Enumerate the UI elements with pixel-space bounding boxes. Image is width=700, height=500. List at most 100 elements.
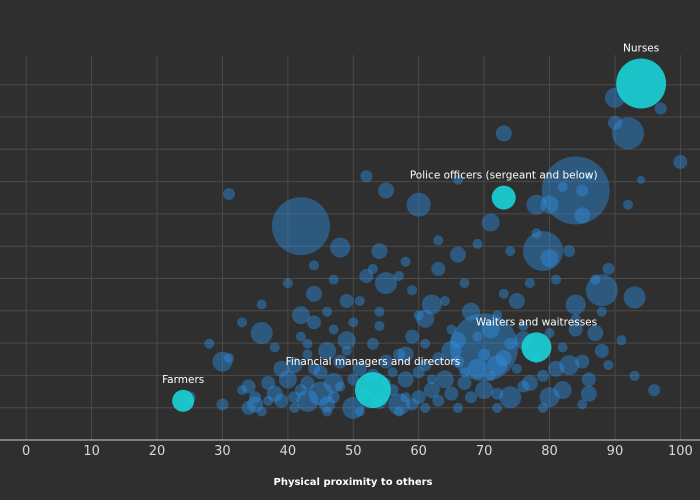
data-point: [495, 125, 512, 142]
data-point: [352, 361, 367, 376]
x-tick-label: 100: [668, 444, 693, 459]
x-tick-label: 20: [149, 444, 166, 459]
data-point: [629, 370, 640, 381]
data-point: [412, 366, 425, 379]
data-point: [563, 245, 576, 258]
data-point: [568, 322, 583, 337]
data-point: [256, 406, 267, 417]
data-point: [452, 174, 463, 185]
data-point: [475, 381, 494, 400]
grid-lines: [0, 55, 700, 441]
data-point: [548, 360, 565, 377]
data-point: [348, 317, 359, 328]
data-point: [319, 396, 336, 413]
data-point: [411, 390, 426, 405]
data-point: [387, 367, 398, 378]
data-point: [394, 271, 405, 282]
data-point: [457, 375, 472, 390]
data-point: [431, 261, 446, 276]
data-point: [282, 278, 293, 289]
data-point: [274, 393, 289, 408]
data-point: [673, 154, 688, 169]
data-point: [511, 363, 522, 374]
data-point: [328, 324, 339, 335]
highlighted-points: Nurses Police officers (sergeant and belo…: [162, 43, 667, 412]
data-point: [347, 373, 360, 386]
data-point: [575, 354, 590, 369]
data-point: [322, 406, 333, 417]
highlight-point: [616, 58, 667, 109]
x-tick-label: 50: [345, 444, 362, 459]
data-point: [612, 117, 645, 150]
data-point: [309, 260, 320, 271]
data-point: [354, 295, 365, 306]
data-point: [377, 182, 394, 199]
data-point: [544, 328, 555, 339]
data-point: [388, 393, 411, 416]
data-point: [367, 263, 378, 274]
data-point: [413, 310, 424, 321]
data-point: [421, 294, 442, 315]
data-point: [426, 374, 437, 385]
data-point: [294, 384, 307, 397]
data-point: [451, 355, 464, 368]
data-point: [459, 278, 470, 289]
x-tick-labels: 0 10 20 30 40 50 60 70 80 90 100: [22, 444, 693, 459]
data-point: [423, 382, 440, 399]
data-point: [271, 197, 330, 256]
data-point: [269, 342, 280, 353]
data-point: [322, 306, 333, 317]
data-point: [406, 398, 419, 411]
data-point: [342, 396, 365, 419]
data-point: [222, 188, 235, 201]
data-point: [602, 262, 615, 275]
highlight-label: Financial managers and directors: [286, 356, 461, 368]
data-point: [607, 115, 622, 130]
data-point: [263, 395, 274, 406]
data-point: [585, 274, 618, 307]
data-point: [394, 406, 405, 417]
data-point: [337, 331, 356, 350]
data-point: [432, 394, 445, 407]
data-point: [521, 374, 538, 391]
data-point: [539, 387, 560, 408]
data-point: [306, 285, 323, 302]
data-point: [212, 351, 233, 372]
data-point: [481, 320, 500, 339]
data-point: [551, 274, 562, 285]
data-point: [333, 354, 348, 369]
data-point: [481, 213, 500, 232]
data-point: [492, 310, 503, 321]
data-point: [491, 387, 504, 400]
data-point: [302, 338, 313, 349]
data-point: [462, 302, 481, 321]
x-tick-label: 0: [22, 444, 30, 459]
data-point: [330, 237, 351, 258]
data-point: [559, 355, 580, 376]
data-point: [472, 331, 483, 342]
data-point: [498, 288, 509, 299]
data-point: [467, 358, 488, 379]
data-point: [537, 402, 548, 413]
data-point: [378, 354, 393, 369]
data-point: [400, 256, 411, 267]
data-point: [594, 343, 609, 358]
data-point: [359, 269, 374, 284]
x-tick-label: 90: [607, 444, 624, 459]
data-point: [247, 396, 264, 413]
data-point: [406, 192, 431, 217]
data-point: [504, 337, 517, 350]
data-point: [581, 372, 596, 387]
data-point: [565, 294, 586, 315]
data-point: [526, 194, 547, 215]
data-point: [241, 400, 256, 415]
data-point: [288, 391, 301, 404]
data-point: [518, 320, 529, 331]
data-point: [223, 353, 234, 364]
data-point: [407, 285, 418, 296]
data-point: [577, 399, 588, 410]
data-point: [584, 172, 593, 181]
data-point: [366, 337, 379, 350]
data-point: [553, 381, 572, 400]
data-point: [603, 360, 614, 371]
